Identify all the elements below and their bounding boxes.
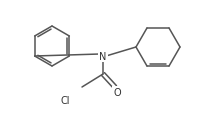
Text: N: N (99, 52, 107, 61)
Text: Cl: Cl (60, 95, 70, 105)
Text: O: O (113, 87, 121, 97)
